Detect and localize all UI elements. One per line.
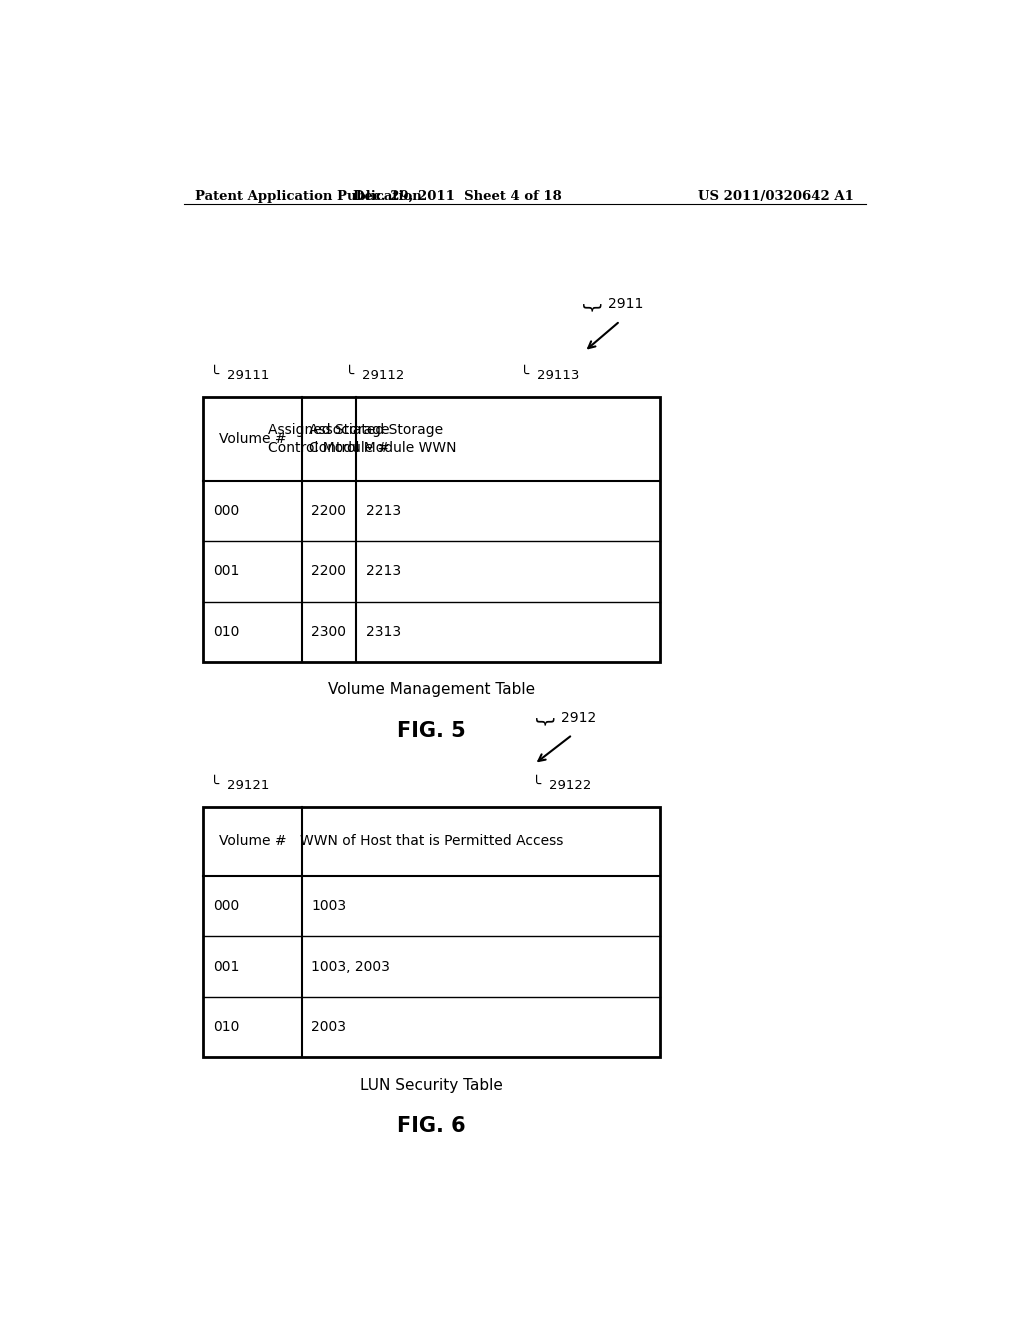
Text: 2313: 2313: [366, 624, 401, 639]
Text: 2213: 2213: [366, 565, 401, 578]
Text: Associated Storage
Control Module WWN: Associated Storage Control Module WWN: [309, 422, 457, 455]
Text: 1003, 2003: 1003, 2003: [311, 960, 390, 974]
Text: 010: 010: [213, 624, 240, 639]
Text: 2912: 2912: [560, 710, 596, 725]
Text: {: {: [582, 298, 600, 312]
Text: FIG. 5: FIG. 5: [397, 721, 466, 741]
Text: 2200: 2200: [311, 504, 346, 517]
Text: 29113: 29113: [537, 370, 580, 381]
Text: US 2011/0320642 A1: US 2011/0320642 A1: [698, 190, 854, 202]
Text: 2213: 2213: [366, 504, 401, 517]
Bar: [204, 397, 659, 663]
Text: 001: 001: [213, 565, 240, 578]
Text: ╰: ╰: [345, 367, 354, 381]
Text: Patent Application Publication: Patent Application Publication: [196, 190, 422, 202]
Text: Dec. 29, 2011  Sheet 4 of 18: Dec. 29, 2011 Sheet 4 of 18: [353, 190, 562, 202]
Text: Assigned Storage
Control Module #: Assigned Storage Control Module #: [268, 422, 389, 455]
Text: 2300: 2300: [311, 624, 346, 639]
Text: 29111: 29111: [227, 370, 269, 381]
Text: 1003: 1003: [311, 899, 346, 913]
Text: 001: 001: [213, 960, 240, 974]
Text: ╰: ╰: [531, 776, 541, 792]
Bar: [204, 807, 659, 1057]
Text: ╰: ╰: [210, 367, 219, 381]
Text: 2911: 2911: [608, 297, 643, 312]
Text: 2003: 2003: [311, 1020, 346, 1034]
Text: Volume #: Volume #: [219, 432, 287, 446]
Text: ╰: ╰: [210, 776, 219, 792]
Text: 29112: 29112: [362, 370, 404, 381]
Text: 29121: 29121: [227, 779, 269, 792]
Text: 010: 010: [213, 1020, 240, 1034]
Text: 000: 000: [213, 899, 240, 913]
Text: WWN of Host that is Permitted Access: WWN of Host that is Permitted Access: [300, 834, 563, 849]
Text: 000: 000: [213, 504, 240, 517]
Text: {: {: [534, 713, 553, 725]
Text: 29122: 29122: [549, 779, 591, 792]
Text: Volume #: Volume #: [219, 834, 287, 849]
Text: ╰: ╰: [519, 367, 528, 381]
Text: FIG. 6: FIG. 6: [397, 1117, 466, 1137]
Text: 2200: 2200: [311, 565, 346, 578]
Text: LUN Security Table: LUN Security Table: [360, 1077, 503, 1093]
Text: Volume Management Table: Volume Management Table: [328, 682, 536, 697]
